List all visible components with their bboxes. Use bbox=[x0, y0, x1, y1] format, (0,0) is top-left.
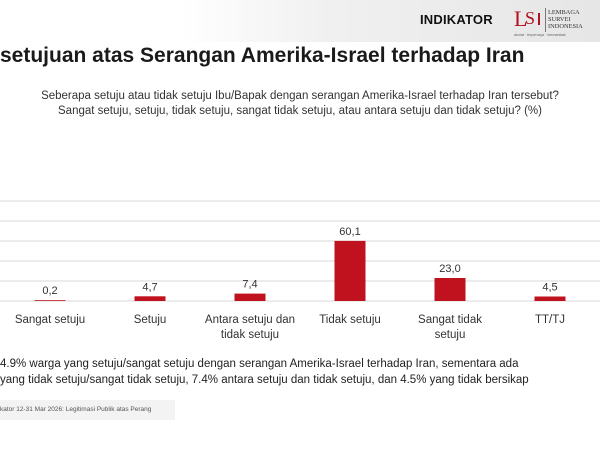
data-label: 7,4 bbox=[242, 279, 257, 291]
data-label: 23,0 bbox=[439, 263, 460, 275]
data-label: 4,7 bbox=[142, 281, 157, 293]
bar bbox=[434, 278, 466, 301]
indikator-logo: INDIKATOR bbox=[420, 12, 493, 27]
chart-title: setujuan atas Serangan Amerika-Israel te… bbox=[0, 44, 525, 67]
bar bbox=[34, 300, 66, 301]
partner-name-line3: INDONESIA bbox=[548, 23, 583, 30]
bar bbox=[234, 293, 266, 301]
category-label: Antara setuju dan bbox=[205, 314, 295, 326]
lsi-logo: L S LEMBAGA SURVEI INDONESIA akurat · te… bbox=[514, 6, 583, 37]
category-label: Sangat setuju bbox=[15, 314, 85, 326]
bar-chart: 0,2 Sangat setuju 4,7 Setuju 7,4 Antara setuj… bbox=[0, 200, 600, 341]
data-label: 60,1 bbox=[339, 226, 360, 238]
data-label: 4,5 bbox=[542, 282, 557, 294]
bar bbox=[334, 240, 366, 301]
bottom-band bbox=[0, 420, 600, 452]
category-label: TT/TJ bbox=[535, 314, 565, 326]
question-line-2: Sangat setuju, setuju, tidak setuju, san… bbox=[58, 105, 542, 117]
partner-name-line2: SURVEI bbox=[548, 16, 571, 23]
category-label: Sangat tidak bbox=[418, 314, 482, 326]
summary-line-2: yang tidak setuju/sangat tidak setuju, 7… bbox=[0, 374, 529, 386]
bar bbox=[134, 296, 166, 301]
data-label: 0,2 bbox=[42, 285, 57, 297]
summary-line-1: 4.9% warga yang setuju/sangat setuju den… bbox=[0, 358, 519, 370]
question-line-1: Seberapa setuju atau tidak setuju Ibu/Ba… bbox=[41, 90, 559, 102]
category-label: Setuju bbox=[134, 314, 167, 326]
category-label: tidak setuju bbox=[221, 329, 279, 341]
header-band bbox=[0, 0, 600, 42]
svg-text:S: S bbox=[525, 8, 535, 28]
source-footer: kator 12-31 Mar 2026: Legitimasi Publik … bbox=[0, 400, 175, 420]
partner-tagline: akurat · terpercaya · bermanfaat bbox=[514, 33, 566, 37]
category-label: setuju bbox=[435, 329, 466, 341]
partner-name-line1: LEMBAGA bbox=[548, 9, 580, 16]
svg-text:L: L bbox=[514, 6, 527, 31]
category-label: Tidak setuju bbox=[319, 314, 381, 326]
bar bbox=[534, 296, 566, 301]
